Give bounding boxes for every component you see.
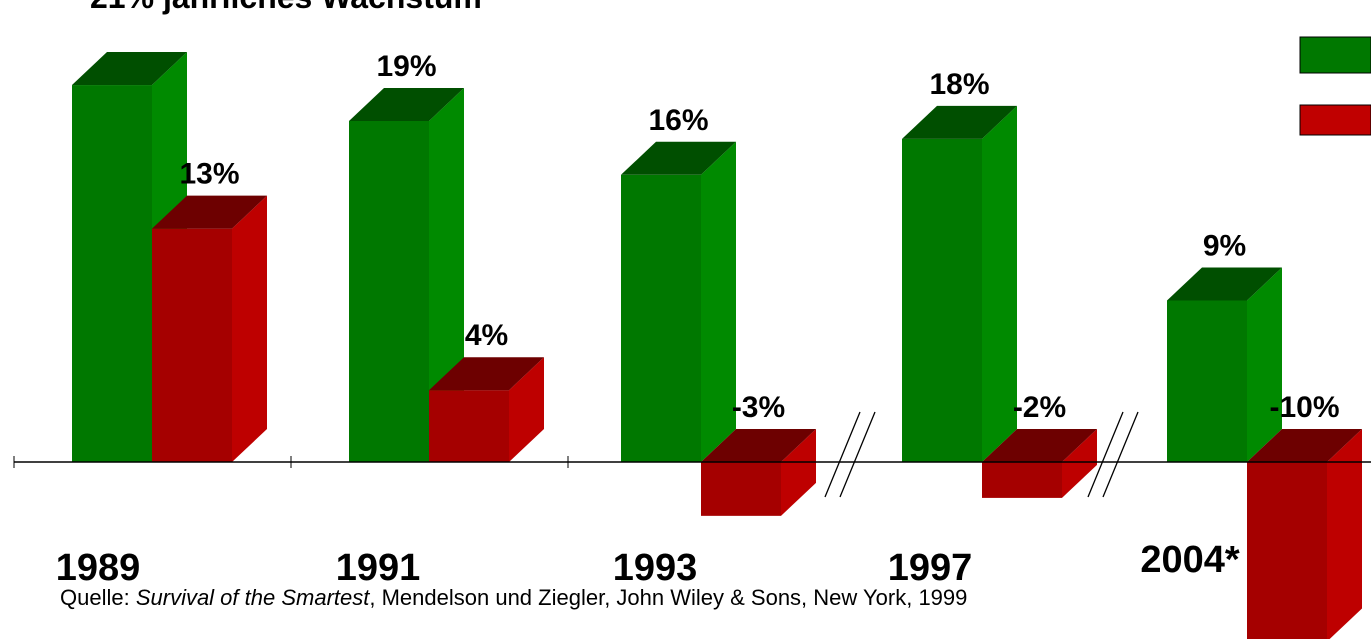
bar [72,85,152,463]
bar [621,174,701,463]
bar [701,462,781,516]
data-label: -10% [1269,391,1339,424]
data-label: 9% [1203,229,1246,262]
bar-side [1327,429,1362,639]
data-label: 19% [376,50,436,83]
bar [902,138,982,462]
x-tick-label: 1991 [336,547,421,589]
bar-top [982,429,1097,462]
x-tick-label: 2004* [1140,539,1240,581]
bar-top [152,195,267,229]
bar [429,390,509,462]
data-label: -2% [1013,391,1066,424]
bar [349,120,429,462]
bar-top [1167,267,1282,301]
bar-side [982,105,1017,463]
data-label: 13% [179,158,239,191]
data-label: 4% [465,319,508,352]
bar-side [232,195,267,462]
bar [1247,462,1327,639]
data-label: 16% [648,104,708,137]
bar-side [509,357,544,462]
bar [982,462,1062,498]
data-label: -3% [732,391,785,424]
legend-swatch [1299,36,1371,74]
bar [152,228,232,462]
footnote: Quelle: Survival of the Smartest, Mendel… [60,585,967,610]
bars [72,52,1362,639]
bar-side [701,141,736,463]
bar-side [781,429,816,516]
bar-top [902,105,1017,139]
bar-side [1062,429,1097,498]
footnote-part: , Mendelson und Ziegler, John Wiley & So… [369,585,967,610]
chart-title: 21% jährliches Wachstum [90,0,482,15]
x-tick-label: 1997 [888,547,973,589]
data-label: 18% [929,68,989,101]
bar-top [72,52,187,86]
footnote-part: Survival of the Smartest [136,585,370,610]
x-tick-label: 1989 [56,547,141,589]
bar-top [349,87,464,121]
bar-top [621,141,736,175]
x-tick-label: 1993 [613,547,698,589]
bar-top [701,429,816,462]
legend-swatch [1299,104,1371,136]
bar-top [429,357,544,391]
footnote-part: Quelle: [60,585,136,610]
bar-side [1247,267,1282,462]
bar-top [1247,429,1362,462]
bar [1167,300,1247,462]
axis-break [824,411,1139,498]
